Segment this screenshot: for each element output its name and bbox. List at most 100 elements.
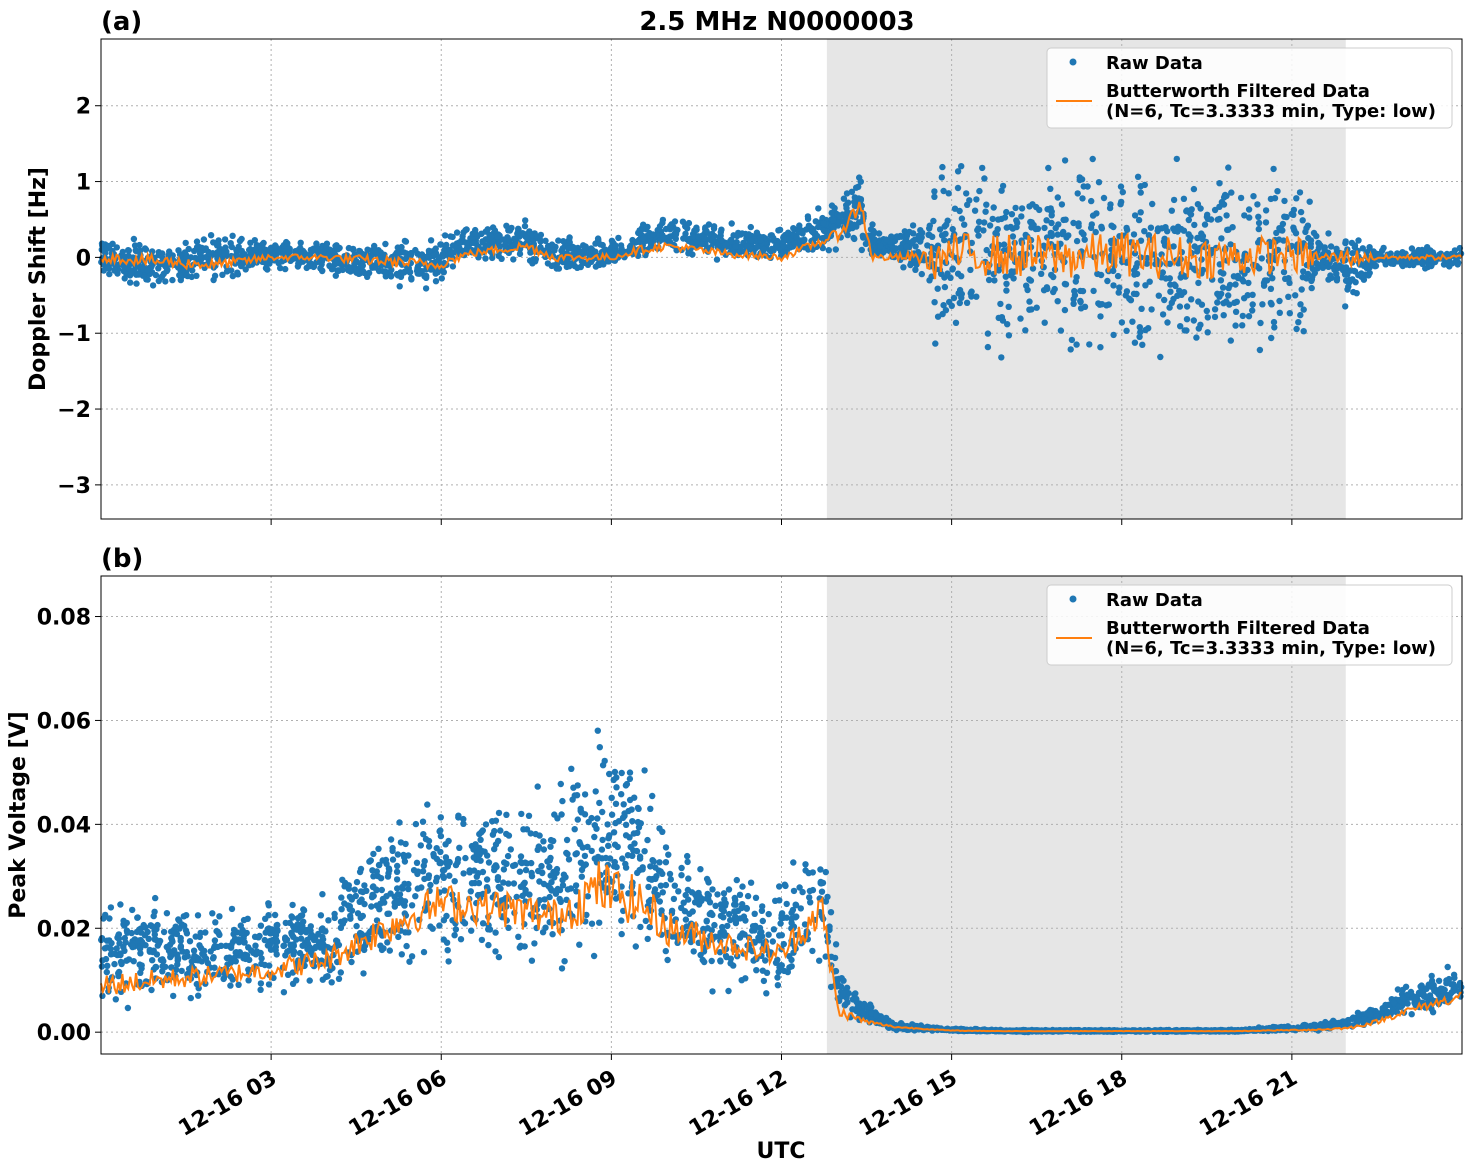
raw-point <box>548 241 556 248</box>
raw-point <box>594 727 601 734</box>
raw-point <box>1000 241 1008 248</box>
raw-point <box>781 967 788 975</box>
raw-point <box>417 842 424 849</box>
raw-point <box>958 273 965 280</box>
raw-point <box>437 848 444 856</box>
raw-point <box>984 343 992 351</box>
raw-point <box>304 936 311 944</box>
raw-point <box>1443 977 1450 984</box>
raw-point <box>1233 298 1241 305</box>
raw-point <box>1297 311 1304 319</box>
raw-point <box>351 886 358 893</box>
raw-point <box>613 784 620 791</box>
raw-point <box>832 246 839 253</box>
raw-point <box>958 294 965 301</box>
raw-point <box>760 977 768 985</box>
raw-point <box>386 947 393 954</box>
raw-point <box>1342 303 1349 310</box>
raw-point <box>441 232 449 239</box>
raw-point <box>391 903 398 910</box>
raw-point <box>1054 194 1062 201</box>
raw-point <box>713 256 721 263</box>
raw-point <box>365 269 373 277</box>
raw-point <box>455 812 462 819</box>
raw-point <box>949 225 956 233</box>
raw-point <box>790 225 797 232</box>
raw-point <box>760 246 768 253</box>
raw-point <box>1388 258 1395 265</box>
raw-point <box>1260 282 1268 289</box>
raw-point <box>456 239 463 246</box>
raw-point <box>500 236 507 243</box>
raw-point <box>1428 1005 1435 1013</box>
raw-point <box>144 276 151 283</box>
raw-point <box>665 851 672 858</box>
raw-point <box>647 242 655 249</box>
raw-point <box>155 249 162 256</box>
raw-point <box>513 893 520 901</box>
raw-point <box>420 862 427 869</box>
raw-point <box>542 237 549 244</box>
raw-point <box>549 931 556 938</box>
raw-point <box>1139 341 1146 348</box>
raw-point <box>626 769 634 776</box>
raw-point <box>778 962 785 969</box>
raw-point <box>396 819 403 826</box>
raw-point <box>1297 208 1305 216</box>
raw-point <box>482 255 489 262</box>
raw-point <box>1274 188 1281 195</box>
raw-point <box>402 255 409 262</box>
raw-point <box>1250 193 1257 200</box>
raw-point <box>241 251 248 258</box>
raw-point <box>618 930 625 938</box>
raw-point <box>842 1001 849 1008</box>
raw-point <box>1166 260 1174 267</box>
raw-point <box>1220 312 1227 319</box>
raw-point <box>345 244 353 252</box>
raw-point <box>791 240 798 247</box>
raw-point <box>1115 289 1122 296</box>
raw-point <box>1110 331 1117 339</box>
raw-point <box>574 782 581 789</box>
raw-point <box>717 958 724 965</box>
raw-point <box>1375 251 1382 258</box>
raw-point <box>120 253 127 260</box>
raw-point <box>152 963 159 971</box>
raw-point <box>1303 224 1310 232</box>
raw-point <box>494 874 502 881</box>
raw-point <box>1288 210 1295 218</box>
raw-point <box>981 175 988 182</box>
raw-point <box>657 868 664 875</box>
raw-point <box>804 215 812 222</box>
raw-point <box>797 905 804 912</box>
raw-point <box>345 882 352 889</box>
raw-point <box>561 958 568 965</box>
raw-point <box>1456 244 1464 252</box>
raw-point <box>1286 310 1294 317</box>
raw-point <box>812 218 819 225</box>
raw-point <box>1026 203 1033 210</box>
raw-point <box>680 235 687 242</box>
raw-point <box>1170 196 1178 204</box>
raw-point <box>528 957 536 964</box>
raw-point <box>712 902 719 909</box>
raw-point <box>590 952 598 960</box>
raw-point <box>778 910 786 917</box>
raw-point <box>437 241 445 248</box>
raw-point <box>1026 306 1033 313</box>
raw-point <box>1080 183 1087 190</box>
raw-point <box>193 238 201 245</box>
raw-point <box>1164 228 1171 235</box>
raw-point <box>770 234 777 242</box>
raw-point <box>548 879 555 886</box>
raw-point <box>973 293 980 300</box>
raw-point <box>727 237 734 245</box>
raw-point <box>187 994 194 1002</box>
raw-point <box>491 827 498 835</box>
raw-point <box>267 246 274 253</box>
raw-point <box>1065 232 1072 239</box>
raw-point <box>1342 277 1350 284</box>
raw-point <box>554 260 561 267</box>
raw-point <box>1273 229 1280 237</box>
